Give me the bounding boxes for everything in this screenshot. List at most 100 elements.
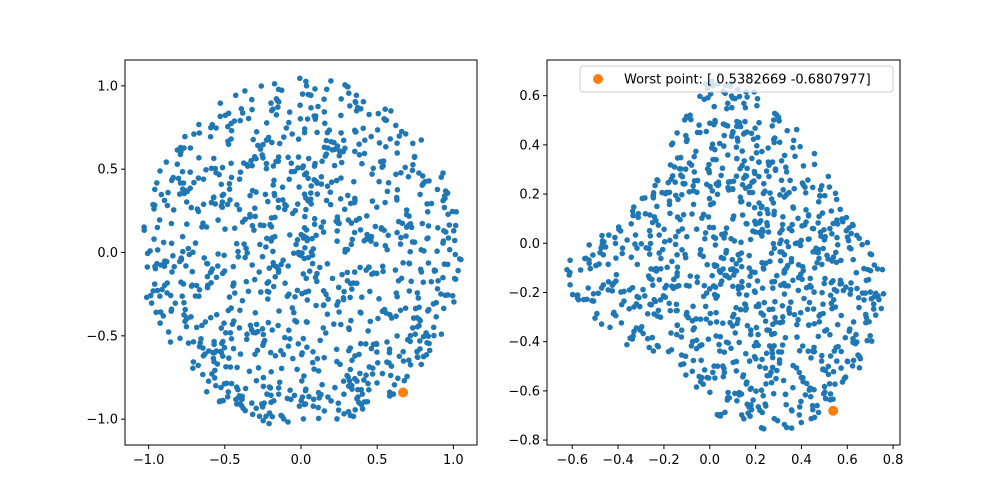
scatter-point bbox=[207, 314, 214, 321]
scatter-point bbox=[368, 345, 375, 352]
scatter-point bbox=[163, 258, 170, 265]
scatter-point bbox=[644, 335, 651, 342]
scatter-point bbox=[717, 348, 723, 354]
scatter-point bbox=[769, 364, 776, 371]
scatter-point bbox=[817, 186, 824, 193]
scatter-point bbox=[301, 373, 307, 379]
scatter-point bbox=[167, 292, 174, 299]
scatter-point bbox=[755, 134, 761, 141]
scatter-point bbox=[396, 133, 403, 139]
scatter-point bbox=[328, 138, 334, 145]
scatter-point bbox=[451, 275, 458, 282]
scatter-point bbox=[314, 191, 321, 197]
scatter-point bbox=[861, 297, 867, 303]
scatter-point bbox=[400, 348, 407, 355]
scatter-point bbox=[672, 241, 679, 248]
scatter-point bbox=[746, 358, 753, 364]
scatter-point bbox=[730, 213, 737, 219]
scatter-point bbox=[593, 262, 599, 269]
scatter-point bbox=[412, 331, 419, 338]
scatter-point bbox=[642, 293, 648, 299]
scatter-point bbox=[666, 201, 673, 208]
scatter-point bbox=[810, 249, 816, 255]
scatter-point bbox=[183, 263, 189, 269]
scatter-point bbox=[693, 226, 700, 232]
scatter-point bbox=[287, 336, 293, 342]
scatter-point bbox=[154, 224, 161, 231]
scatter-point bbox=[165, 189, 171, 196]
scatter-point bbox=[707, 389, 713, 396]
scatter-point bbox=[151, 281, 158, 287]
scatter-point bbox=[199, 322, 205, 329]
scatter-point bbox=[763, 381, 769, 387]
scatter-point bbox=[856, 353, 863, 360]
scatter-point bbox=[790, 144, 796, 151]
scatter-point bbox=[844, 234, 851, 240]
scatter-point bbox=[242, 88, 248, 94]
scatter-point bbox=[694, 279, 701, 286]
scatter-point bbox=[680, 212, 687, 218]
scatter-point bbox=[234, 364, 240, 371]
scatter-point bbox=[864, 337, 870, 344]
scatter-point bbox=[751, 178, 757, 184]
scatter-point bbox=[193, 282, 200, 289]
scatter-point bbox=[325, 145, 331, 151]
scatter-point bbox=[769, 123, 775, 129]
scatter-point bbox=[250, 329, 256, 336]
scatter-point bbox=[817, 229, 824, 235]
scatter-point bbox=[693, 148, 699, 155]
scatter-point bbox=[780, 314, 786, 320]
scatter-point bbox=[765, 145, 771, 151]
scatter-point bbox=[357, 340, 364, 347]
scatter-point bbox=[674, 252, 680, 258]
scatter-point bbox=[720, 121, 727, 127]
scatter-point bbox=[395, 375, 401, 382]
scatter-point bbox=[686, 189, 693, 195]
scatter-point bbox=[762, 365, 769, 371]
scatter-point bbox=[722, 409, 728, 416]
scatter-point bbox=[374, 127, 381, 133]
scatter-point bbox=[718, 278, 725, 284]
scatter-point bbox=[868, 338, 875, 344]
scatter-point bbox=[290, 355, 296, 362]
scatter-point bbox=[204, 260, 211, 267]
scatter-point bbox=[654, 177, 660, 183]
scatter-point bbox=[849, 363, 856, 369]
scatter-point bbox=[321, 109, 328, 115]
scatter-point bbox=[815, 246, 822, 253]
scatter-point bbox=[275, 104, 281, 110]
scatter-point bbox=[333, 346, 340, 353]
scatter-point bbox=[633, 325, 640, 331]
scatter-point bbox=[733, 261, 740, 267]
scatter-point bbox=[258, 83, 265, 89]
scatter-point bbox=[366, 364, 373, 370]
scatter-point bbox=[781, 421, 788, 428]
scatter-point bbox=[208, 124, 214, 131]
scatter-point bbox=[654, 203, 660, 210]
scatter-point bbox=[260, 141, 266, 148]
scatter-point bbox=[252, 310, 259, 316]
scatter-point bbox=[582, 255, 588, 262]
scatter-point bbox=[294, 201, 301, 207]
scatter-point bbox=[665, 179, 671, 186]
scatter-point bbox=[811, 265, 818, 271]
scatter-point bbox=[221, 252, 227, 259]
scatter-point bbox=[733, 304, 739, 311]
scatter-point bbox=[712, 375, 718, 381]
scatter-point bbox=[661, 238, 668, 245]
scatter-point bbox=[669, 283, 675, 290]
scatter-point bbox=[411, 153, 418, 160]
scatter-point bbox=[433, 314, 440, 320]
scatter-point bbox=[743, 292, 750, 298]
scatter-point bbox=[311, 366, 317, 372]
scatter-point bbox=[822, 275, 828, 282]
scatter-point bbox=[376, 178, 382, 185]
scatter-point bbox=[781, 194, 788, 200]
scatter-point bbox=[787, 177, 793, 184]
scatter-point bbox=[684, 114, 691, 120]
scatter-point bbox=[402, 131, 409, 137]
scatter-point bbox=[388, 315, 395, 321]
scatter-point bbox=[279, 184, 286, 190]
scatter-point bbox=[249, 411, 256, 418]
scatter-point bbox=[711, 283, 717, 289]
